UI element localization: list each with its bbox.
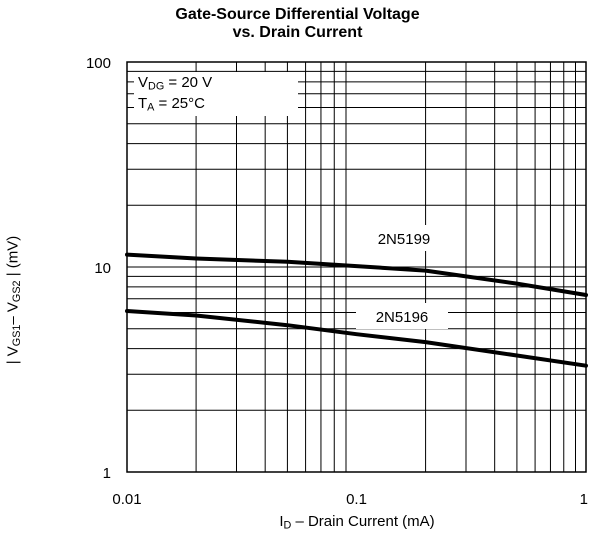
plot-border xyxy=(126,61,587,473)
y-tick-label: 100 xyxy=(86,55,111,72)
x-tick-label: 0.1 xyxy=(346,491,367,508)
x-tick-label: 0.01 xyxy=(112,491,141,508)
plot-frame xyxy=(126,61,587,473)
y-tick-label: 1 xyxy=(103,465,111,482)
y-axis-s1: GS1 xyxy=(11,324,24,347)
annotation-ta-sub: A xyxy=(147,101,155,114)
series-label-bg xyxy=(356,303,448,329)
series-label-bg xyxy=(362,225,446,251)
annotation-vdg: VDG = 20 V xyxy=(138,74,213,93)
series-label-2n5196: 2N5196 xyxy=(376,309,429,326)
y-tick-label: 10 xyxy=(94,260,111,277)
tick-and-series-labels: 2N5199 2N5196 0.01 0.1 1 1 10 100 xyxy=(86,55,588,508)
y-axis-bar-left: | xyxy=(4,360,22,365)
chart-title: Gate-Source Differential Voltage xyxy=(175,6,420,23)
annotation-vdg-post: = 20 V xyxy=(164,74,213,91)
y-axis-v1: V xyxy=(4,346,22,357)
annotation-box xyxy=(134,72,298,116)
x-axis-label: ID – Drain Current (mA) xyxy=(0,513,595,532)
x-axis-pre: I xyxy=(279,513,284,530)
x-axis-sub: D xyxy=(283,519,292,532)
x-axis-post: – Drain Current (mA) xyxy=(291,513,435,530)
series-lines xyxy=(125,252,588,368)
annotation-ta-pre: T xyxy=(138,95,148,112)
y-axis-s2: GS2 xyxy=(11,280,24,303)
series-line-2n5196 xyxy=(125,309,588,368)
annotation-vdg-sub: DG xyxy=(148,80,165,93)
y-axis-label: | VGS1– VGS2 | (mV) xyxy=(5,236,24,365)
series-line-2n5199 xyxy=(125,252,588,297)
annotation-ta: TA = 25°C xyxy=(138,95,205,114)
annotation-vdg-pre: V xyxy=(138,74,149,91)
y-axis-bar-right: | xyxy=(4,272,22,277)
chart-subtitle: vs. Drain Current xyxy=(232,24,363,41)
series-label-2n5199: 2N5199 xyxy=(378,231,431,248)
x-tick-label: 1 xyxy=(580,491,588,508)
annotation-ta-post: = 25°C xyxy=(154,95,205,112)
y-axis-unit: (mV) xyxy=(4,235,22,269)
y-axis-mid: – V xyxy=(4,302,22,325)
